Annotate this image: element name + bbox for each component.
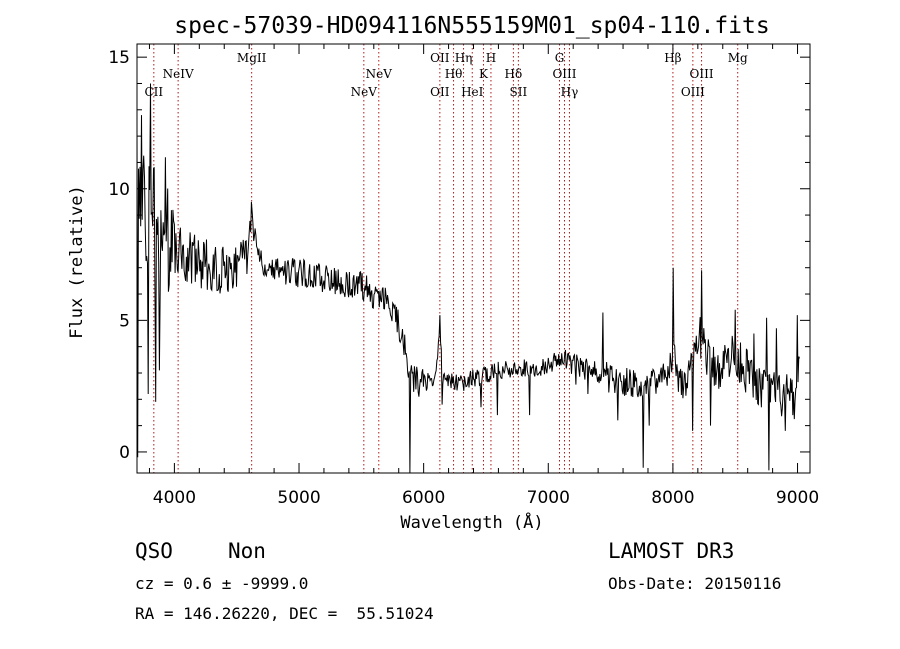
line-label-16: Hγ — [561, 85, 579, 99]
chart-title: spec-57039-HD094116N555159M01_sp04-110.f… — [174, 13, 769, 39]
line-label-10: K — [479, 67, 489, 81]
line-label-12: Hδ — [505, 67, 523, 81]
spectral-line-markers — [153, 44, 739, 473]
x-tick-label: 7000 — [527, 488, 570, 508]
x-tick-label: 8000 — [651, 488, 694, 508]
redshift-readout: cz = 0.6 ± -9999.0 — [135, 574, 309, 593]
y-axis-label: Flux (relative) — [67, 185, 87, 339]
line-label-5: OII — [430, 51, 450, 65]
object-class: QSO — [135, 539, 173, 563]
axis-ticks — [137, 44, 810, 473]
flux-series-line — [136, 83, 800, 474]
line-label-6: OII — [430, 85, 450, 99]
line-label-8: Hη — [455, 51, 473, 65]
line-label-15: OIII — [552, 67, 576, 81]
x-tick-label: 4000 — [153, 488, 196, 508]
object-subclass: Non — [228, 539, 266, 563]
survey-name: LAMOST DR3 — [608, 539, 735, 563]
line-label-3: NeV — [351, 85, 378, 99]
x-axis-label: Wavelength (Å) — [400, 511, 543, 533]
coordinates-readout: RA = 146.26220, DEC = 55.51024 — [135, 604, 434, 623]
line-label-17: Hβ — [664, 51, 681, 65]
line-label-20: Mg — [728, 51, 748, 65]
observation-date: Obs-Date: 20150116 — [608, 574, 782, 593]
line-label-9: HeI — [461, 85, 484, 99]
y-tick-label: 10 — [108, 180, 130, 200]
line-label-18: OIII — [681, 85, 705, 99]
line-label-0: CII — [144, 85, 163, 99]
x-tick-label: 5000 — [277, 488, 320, 508]
x-tick-label: 9000 — [776, 488, 819, 508]
line-label-1: NeIV — [163, 67, 194, 81]
line-label-4: NeV — [366, 67, 393, 81]
x-tick-label: 6000 — [402, 488, 445, 508]
line-label-19: OIII — [690, 67, 714, 81]
y-tick-label: 15 — [108, 48, 130, 68]
line-label-7: Hθ — [445, 67, 463, 81]
y-tick-label: 0 — [119, 443, 130, 463]
y-tick-label: 5 — [119, 311, 130, 331]
line-label-13: SII — [510, 85, 528, 99]
axis-tick-labels: 4000 5000 6000 7000 8000 9000 0 5 10 15 — [108, 48, 819, 508]
line-label-11: H — [486, 51, 496, 65]
line-label-2: MgII — [237, 51, 267, 65]
line-label-14: G — [555, 51, 565, 65]
